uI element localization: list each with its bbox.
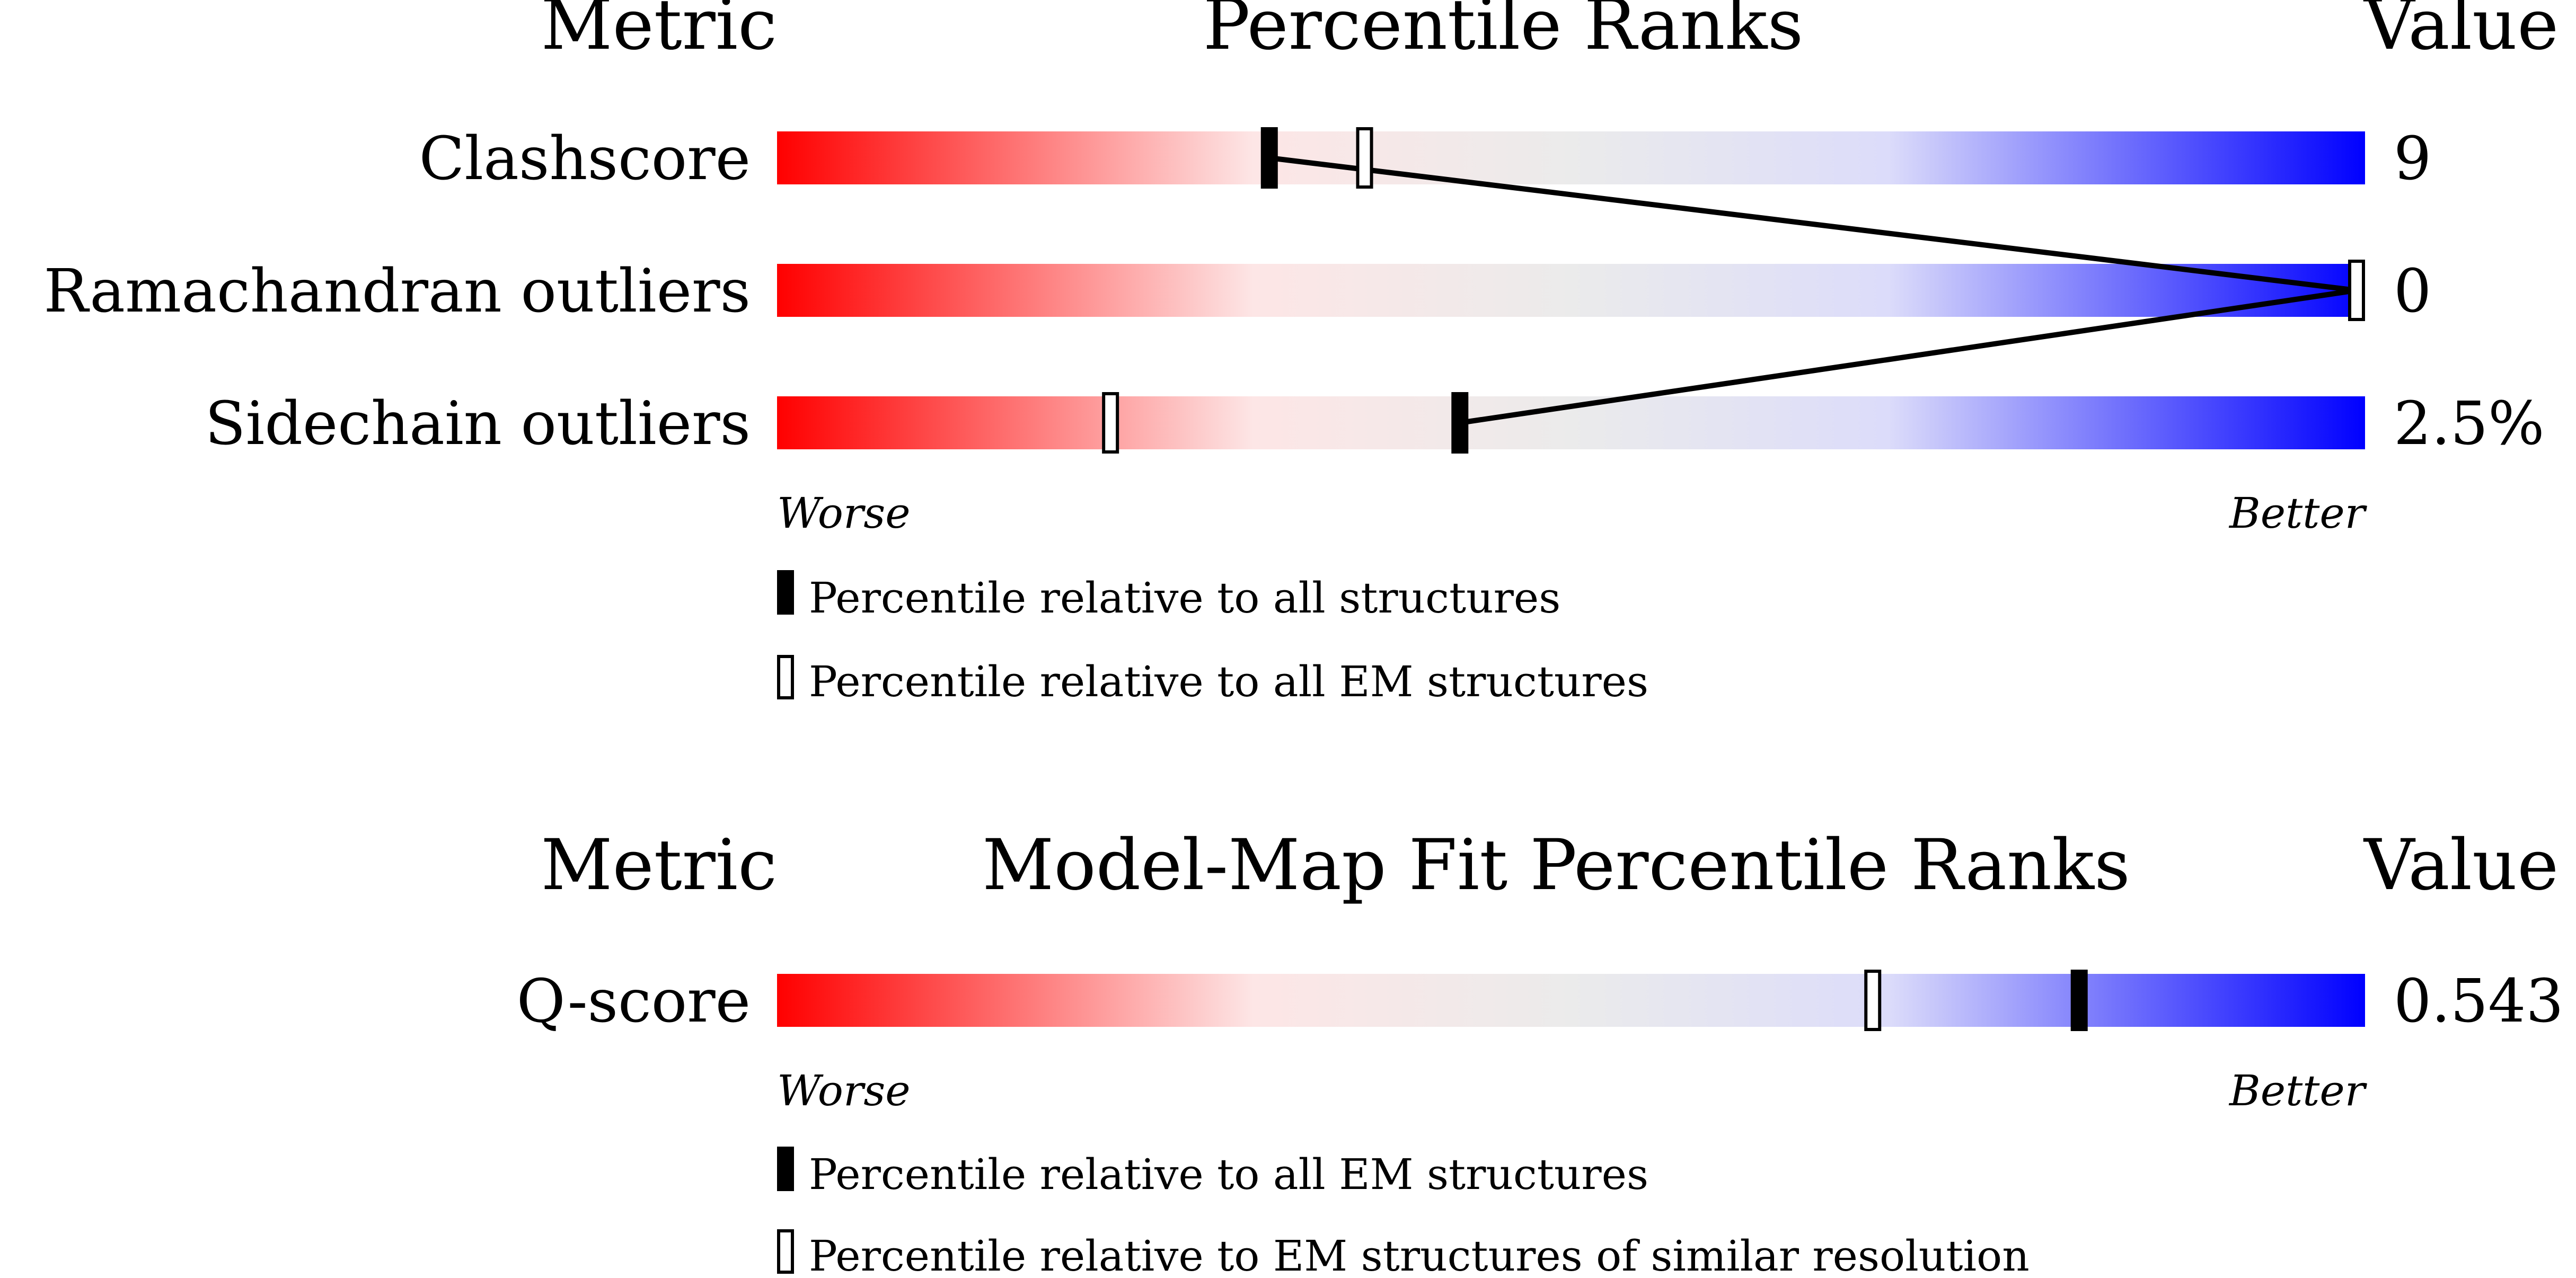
legend-label-all-structures: Percentile relative to all structures	[809, 573, 1560, 623]
marker-em-structures-clashscore	[1356, 127, 1373, 189]
value-sidechain: 2.5%	[2394, 389, 2545, 458]
marker-em-structures-sidechain	[1102, 392, 1119, 454]
gradient-bar-q-score	[777, 974, 2365, 1027]
worse-label: Worse	[777, 489, 911, 538]
legend-filled-marker	[777, 570, 794, 615]
better-label: Better	[2228, 489, 2368, 538]
metric-label-clashscore: Clashscore	[419, 125, 751, 193]
marker-all-em-structures-q-score	[2070, 970, 2088, 1031]
legend-outline-marker	[777, 1229, 794, 1274]
value-header: Value	[2363, 0, 2559, 66]
value-ramachandran: 0	[2394, 257, 2431, 326]
marker-similar-resolution-q-score	[1864, 970, 1882, 1031]
marker-em-structures-ramachandran	[2348, 260, 2365, 321]
validation-panel: Metric Percentile Ranks Value Clashscore…	[43, 0, 2559, 706]
legend-label-similar-resolution: Percentile relative to EM structures of …	[809, 1231, 2030, 1278]
worse-label: Worse	[777, 1066, 911, 1115]
marker-all-structures-sidechain	[1451, 392, 1469, 454]
gradient-bar-clashscore	[777, 131, 2365, 184]
metric-label-sidechain: Sidechain outliers	[205, 389, 751, 458]
value-q-score: 0.543	[2394, 967, 2564, 1036]
metric-header: Metric	[541, 0, 777, 66]
metric-label-q-score: Q-score	[517, 967, 751, 1036]
gradient-bar-ramachandran	[777, 264, 2365, 317]
value-header: Value	[2363, 824, 2559, 906]
panel-title: Model-Map Fit Percentile Ranks	[982, 824, 2130, 906]
legend-label-em-structures: Percentile relative to all EM structures	[809, 657, 1648, 706]
marker-all-structures-clashscore	[1260, 127, 1278, 189]
model-map-fit-panel: Metric Model-Map Fit Percentile Ranks Va…	[517, 824, 2564, 1278]
legend-filled-marker	[777, 1147, 794, 1191]
panel-title: Percentile Ranks	[1203, 0, 1804, 66]
metric-label-ramachandran: Ramachandran outliers	[43, 257, 751, 326]
value-clashscore: 9	[2394, 125, 2431, 193]
legend-label-all-em-structures: Percentile relative to all EM structures	[809, 1150, 1648, 1199]
metric-header: Metric	[541, 824, 777, 906]
legend-outline-marker	[777, 655, 794, 699]
better-label: Better	[2228, 1066, 2368, 1115]
